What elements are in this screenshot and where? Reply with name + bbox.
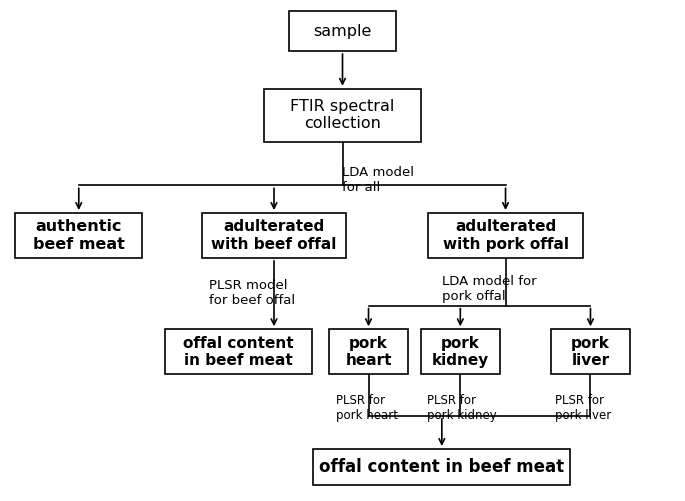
Text: offal content
in beef meat: offal content in beef meat xyxy=(183,336,294,368)
FancyBboxPatch shape xyxy=(421,329,500,374)
FancyBboxPatch shape xyxy=(264,89,421,141)
Text: LDA model
for all: LDA model for all xyxy=(342,166,414,194)
Text: PLSR for
pork liver: PLSR for pork liver xyxy=(555,394,611,422)
Text: pork
heart: pork heart xyxy=(345,336,392,368)
Text: FTIR spectral
collection: FTIR spectral collection xyxy=(290,99,395,131)
Text: PLSR for
pork kidney: PLSR for pork kidney xyxy=(427,394,497,422)
FancyBboxPatch shape xyxy=(313,449,570,485)
Text: LDA model for
pork offal: LDA model for pork offal xyxy=(442,275,536,303)
Text: pork
kidney: pork kidney xyxy=(432,336,489,368)
FancyBboxPatch shape xyxy=(551,329,630,374)
Text: adulterated
with pork offal: adulterated with pork offal xyxy=(443,219,569,252)
FancyBboxPatch shape xyxy=(429,213,582,258)
Text: authentic
beef meat: authentic beef meat xyxy=(33,219,125,252)
FancyBboxPatch shape xyxy=(16,213,142,258)
FancyBboxPatch shape xyxy=(164,329,312,374)
FancyBboxPatch shape xyxy=(329,329,408,374)
Text: offal content in beef meat: offal content in beef meat xyxy=(319,458,564,476)
FancyBboxPatch shape xyxy=(202,213,346,258)
Text: sample: sample xyxy=(313,24,372,39)
Text: PLSR for
pork heart: PLSR for pork heart xyxy=(336,394,398,422)
Text: adulterated
with beef offal: adulterated with beef offal xyxy=(211,219,337,252)
Text: PLSR model
for beef offal: PLSR model for beef offal xyxy=(209,279,295,307)
FancyBboxPatch shape xyxy=(289,11,396,51)
Text: pork
liver: pork liver xyxy=(571,336,610,368)
